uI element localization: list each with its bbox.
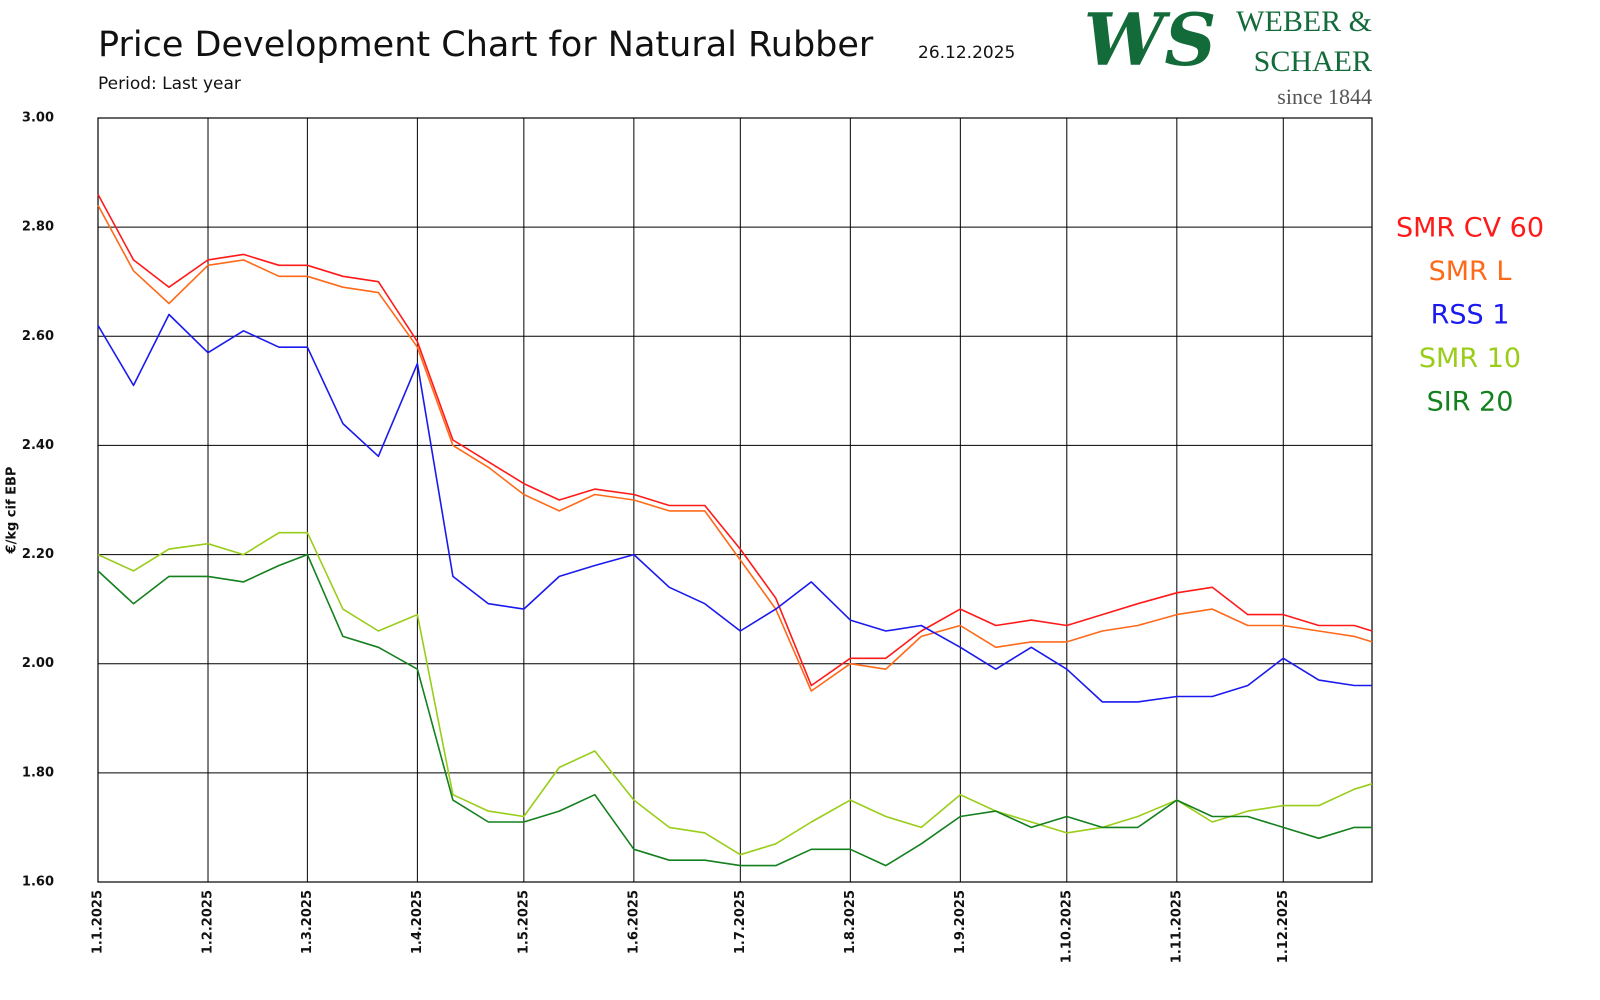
x-tick-label: 1.4.2025	[410, 890, 425, 954]
logo-mark: WS	[1084, 0, 1217, 82]
legend-entry: SIR 20	[1427, 387, 1514, 418]
series-line	[97, 553, 1372, 867]
legend-entry: RSS 1	[1431, 300, 1510, 331]
x-tick-label: 1.6.2025	[626, 890, 641, 954]
chart-title: Price Development Chart for Natural Rubb…	[98, 25, 874, 65]
legend-entry: SMR 10	[1419, 343, 1521, 374]
y-tick-label: 2.00	[22, 656, 54, 671]
chart-subtitle: Period: Last year	[98, 74, 241, 94]
x-tick-label: 1.12.2025	[1276, 890, 1291, 963]
series-line	[97, 194, 1373, 687]
y-axis-label: €/kg cif EBP	[5, 467, 20, 555]
chart-date: 26.12.2025	[918, 43, 1015, 63]
logo-text: SCHAER	[1254, 45, 1372, 78]
x-tick-label: 1.5.2025	[516, 890, 531, 954]
y-tick-label: 1.60	[22, 875, 54, 890]
logo-text: WEBER &	[1236, 5, 1372, 38]
x-tick-label: 1.2.2025	[201, 890, 216, 954]
x-tick-label: 1.10.2025	[1059, 890, 1074, 963]
legend-entry: SMR CV 60	[1396, 213, 1544, 244]
x-tick-label: 1.3.2025	[300, 890, 315, 954]
y-tick-label: 2.40	[22, 438, 54, 453]
y-tick-label: 2.80	[22, 220, 54, 235]
series-line	[97, 531, 1373, 856]
y-tick-label: 2.60	[22, 329, 54, 344]
legend-entry: SMR L	[1429, 256, 1512, 287]
plot-frame	[97, 117, 1373, 883]
x-tick-label: 1.1.2025	[91, 890, 106, 954]
series-line	[97, 313, 1372, 703]
y-tick-label: 1.80	[22, 765, 54, 780]
x-tick-label: 1.7.2025	[733, 890, 748, 954]
x-tick-label: 1.11.2025	[1169, 890, 1184, 963]
x-tick-label: 1.8.2025	[843, 890, 858, 954]
y-tick-label: 3.00	[22, 111, 54, 126]
series-line	[97, 204, 1373, 692]
logo-tagline: since 1844	[1277, 84, 1372, 109]
x-tick-label: 1.9.2025	[953, 890, 968, 954]
y-tick-label: 2.20	[22, 547, 54, 562]
